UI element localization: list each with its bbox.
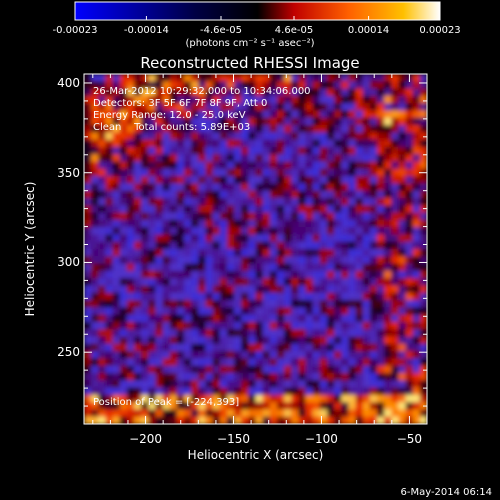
colorbar-tick-label: 4.6e-05 [274, 25, 314, 36]
annotation-energy-range: Energy Range: 12.0 - 25.0 keV [93, 110, 246, 121]
colorbar-tick-label: 0.00023 [419, 25, 461, 36]
colorbar-tick-label: -4.6e-05 [200, 25, 242, 36]
colorbar-tick-label: 0.00014 [347, 25, 390, 36]
y-tick-label: 300 [57, 255, 80, 270]
colorbar [74, 1, 441, 21]
y-tick-label: 350 [57, 165, 80, 180]
colorbar-ticks [74, 16, 441, 20]
y-tick-label: 250 [57, 345, 80, 360]
plot-frame [83, 73, 428, 425]
annotation-time-range: 26-Mar-2012 10:29:32.000 to 10:34:06.000 [93, 86, 311, 97]
x-tick-label: −200 [129, 432, 163, 446]
footer-timestamp: 6-May-2014 06:14 [400, 487, 492, 498]
annotation-peak-position: Position of Peak = [-224,393] [93, 397, 240, 408]
annotation-detectors: Detectors: 3F 5F 6F 7F 8F 9F, Att 0 [93, 98, 268, 109]
x-axis-label: Heliocentric X (arcsec) [187, 448, 324, 462]
heatmap-image [84, 74, 427, 424]
axis-ticks [84, 74, 428, 424]
colorbar-tick-label: -0.00014 [123, 25, 169, 36]
chart-title: Reconstructed RHESSI Image [140, 54, 360, 72]
colorbar-gradient [74, 1, 441, 21]
y-tick-label: 400 [57, 75, 80, 90]
x-tick-label: −50 [396, 432, 423, 446]
colorbar-tick-label: -0.00023 [52, 25, 98, 36]
x-tick-label: −100 [304, 432, 338, 446]
colorbar-units: (photons cm⁻² s⁻¹ asec⁻²) [185, 38, 315, 49]
x-tick-label: −150 [217, 432, 250, 446]
y-axis-label: Heliocentric Y (arcsec) [23, 181, 37, 317]
annotation-clean-counts: Clean Total counts: 5.89E+03 [93, 122, 251, 133]
